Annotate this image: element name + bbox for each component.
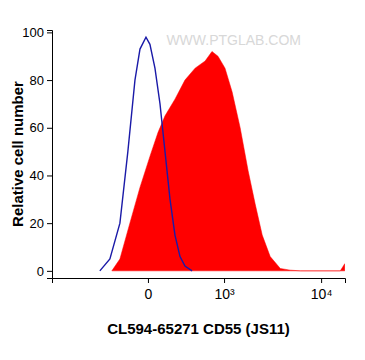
- y-tick-label: 0: [37, 264, 44, 279]
- y-tick: 80: [30, 73, 52, 88]
- x-axis: 0 10³ 10⁴: [53, 278, 346, 302]
- x-tick-mark: [321, 278, 322, 283]
- y-axis: 0 20 40 60 80 100: [22, 25, 52, 278]
- x-tick-mark: [148, 278, 149, 283]
- watermark: WWW.PTGLAB.COM: [166, 32, 301, 48]
- y-tick-label: 40: [30, 168, 44, 183]
- x-tick-mark: [224, 278, 225, 283]
- y-tick-mark: [47, 128, 52, 129]
- x-axis-title: CL594-65271 CD55 (JS11): [107, 320, 290, 337]
- y-tick-mark: [47, 271, 52, 272]
- x-tick-label: 0: [145, 286, 153, 302]
- x-tick-label: 10⁴: [311, 286, 333, 302]
- y-tick-mark: [47, 32, 52, 33]
- y-tick-label: 80: [30, 73, 44, 88]
- x-tick: 10⁴: [311, 278, 333, 302]
- y-axis-line: [47, 31, 53, 279]
- y-tick: 100: [22, 25, 52, 40]
- x-tick-label: 10³: [214, 286, 235, 302]
- y-axis-title: Relative cell number: [9, 81, 26, 227]
- y-tick-mark: [47, 175, 52, 176]
- x-axis-line: [53, 279, 346, 284]
- histogram-line: [100, 37, 192, 271]
- y-tick-label: 20: [30, 216, 44, 231]
- y-tick-label: 60: [30, 120, 44, 135]
- y-tick: 0: [37, 264, 52, 279]
- y-tick-mark: [47, 80, 52, 81]
- y-tick-label: 100: [22, 25, 44, 40]
- chart: WWW.PTGLAB.COM 0 10³ 10⁴ 0 20 40 60 80 100 CL594-6…: [0, 0, 365, 360]
- x-tick: 10³: [214, 278, 235, 302]
- plot-area: [100, 37, 345, 271]
- y-tick-mark: [47, 223, 52, 224]
- histogram-area: [112, 51, 345, 270]
- y-tick: 40: [30, 168, 52, 183]
- y-tick: 20: [30, 216, 52, 231]
- y-tick: 60: [30, 120, 52, 135]
- x-tick: 0: [145, 278, 153, 302]
